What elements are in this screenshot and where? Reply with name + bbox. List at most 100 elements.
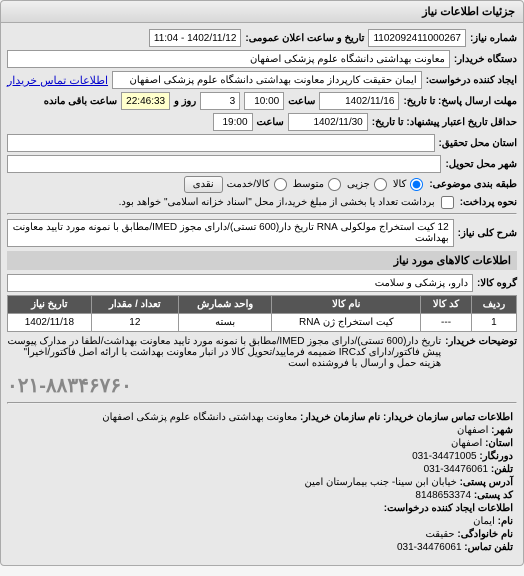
post-label: کد پستی: <box>474 490 513 501</box>
ccity-value: اصفهان <box>457 425 488 436</box>
contact-block: اطلاعات تماس سازمان خریدار: نام سازمان خ… <box>7 408 517 559</box>
validity-label: حداقل تاریخ اعتبار پیشنهاد: تا تاریخ: <box>372 117 517 128</box>
row-payment: نحوه پرداخت: برداشت تعداد یا بخشی از مبل… <box>7 196 517 209</box>
group-value: دارو، پزشکی و سلامت <box>7 274 473 292</box>
remain-label: ساعت باقی مانده <box>44 96 117 107</box>
radio-all-input[interactable] <box>410 178 423 191</box>
row-buyer: دستگاه خریدار: معاونت بهداشتی دانشگاه عل… <box>7 50 517 68</box>
goods-section-title: اطلاعات کالاهای مورد نیاز <box>7 251 517 270</box>
radio-mid-label: متوسط <box>293 179 324 190</box>
org-value: معاونت بهداشتی دانشگاه علوم پزشکی اصفهان <box>102 412 297 423</box>
radio-partial-input[interactable] <box>374 178 387 191</box>
cat-label: طبقه بندی موضوعی: <box>429 179 517 190</box>
notes-label: توضیحات خریدار: <box>445 336 517 347</box>
divider-2 <box>7 402 517 404</box>
contact-addr: آدرس پستی: خیابان ابن سینا- جنب بیمارستا… <box>11 477 513 488</box>
pub-value: 1402/11/12 - 11:04 <box>149 29 242 47</box>
contact-name: نام: ایمان <box>11 516 513 527</box>
creator-value: ایمان حقیقت کارپرداز معاونت بهداشتی دانش… <box>112 71 422 89</box>
pay-text: برداشت تعداد یا بخشی از مبلغ خرید،از محل… <box>119 197 435 208</box>
big-number: ۰۲۱-۸۸۳۴۶۷۶۰ <box>7 373 517 398</box>
row-description: شرح کلی نیاز: 12 کیت استخراج مولکولی RNA… <box>7 219 517 247</box>
radio-service: کالا/خدمت <box>227 178 289 191</box>
province-value <box>7 134 435 152</box>
goods-table: ردیف کد کالا نام کالا واحد شمارش تعداد /… <box>7 295 517 332</box>
contact-phone: تلفن: 34476061-031 <box>11 464 513 475</box>
phone-value: 34476061-031 <box>424 464 489 475</box>
radio-mid: متوسط <box>293 178 343 191</box>
panel-title: جزئیات اطلاعات نیاز <box>1 1 523 23</box>
contact-family: نام خانوادگی: حقیقت <box>11 529 513 540</box>
row-deadline: مهلت ارسال پاسخ: تا تاریخ: 1402/11/16 سا… <box>7 92 517 110</box>
family-value: حقیقت <box>425 529 454 540</box>
divider-1 <box>7 213 517 215</box>
details-panel: جزئیات اطلاعات نیاز شماره نیاز: 11020924… <box>0 0 524 566</box>
desc-label: شرح کلی نیاز: <box>458 228 517 239</box>
row-goods-group: گروه کالا: دارو، پزشکی و سلامت <box>7 274 517 292</box>
row-creator: ایجاد کننده درخواست: ایمان حقیقت کارپردا… <box>7 71 517 89</box>
contact-link[interactable]: اطلاعات تماس خریدار <box>7 74 108 87</box>
contact-post: کد پستی: 8148653374 <box>11 490 513 501</box>
num-value: 1102092411000267 <box>368 29 466 47</box>
deadline-label: مهلت ارسال پاسخ: تا تاریخ: <box>403 96 517 107</box>
tel-label: تلفن تماس: <box>464 542 513 553</box>
row-category: طبقه بندی موضوعی: کالا جزیی متوسط کالا/خ… <box>7 176 517 193</box>
ccreator-label: اطلاعات ایجاد کننده درخواست: <box>384 503 513 514</box>
validity-date: 1402/11/30 <box>288 113 368 131</box>
buyer-value: معاونت بهداشتی دانشگاه علوم پزشکی اصفهان <box>7 50 450 68</box>
time-label: ساعت <box>288 96 315 107</box>
contact-province: استان: اصفهان <box>11 438 513 449</box>
radio-service-input[interactable] <box>274 178 287 191</box>
th-2: نام کالا <box>272 296 421 314</box>
radio-mid-input[interactable] <box>328 178 341 191</box>
family-label: نام خانوادگی: <box>457 529 513 540</box>
pay-checkbox[interactable] <box>441 196 454 209</box>
row-notes: توضیحات خریدار: تاریخ دار(600 تستی)/دارا… <box>7 336 517 369</box>
province-label: استان محل تحقیق: <box>439 138 518 149</box>
th-3: واحد شمارش <box>178 296 271 314</box>
th-4: تعداد / مقدار <box>91 296 178 314</box>
name-label: نام: <box>498 516 513 527</box>
cprov-label: استان: <box>485 438 513 449</box>
days-value: 3 <box>200 92 240 110</box>
radio-partial: جزیی <box>347 178 389 191</box>
deadline-date: 1402/11/16 <box>319 92 399 110</box>
radio-service-label: کالا/خدمت <box>227 179 270 190</box>
contact-fax: دورنگار: 34471005-031 <box>11 451 513 462</box>
fax-value: 34471005-031 <box>412 451 477 462</box>
cprov-value: اصفهان <box>451 438 482 449</box>
contact-tel: تلفن تماس: 34476061-031 <box>11 542 513 553</box>
radio-all: کالا <box>393 178 426 191</box>
td-2: کیت استخراج ژن RNA <box>272 314 421 332</box>
row-need-number: شماره نیاز: 1102092411000267 تاریخ و ساع… <box>7 29 517 47</box>
validity-time: 19:00 <box>213 113 253 131</box>
th-5: تاریخ نیاز <box>8 296 92 314</box>
contact-creator-section: اطلاعات ایجاد کننده درخواست: <box>11 503 513 514</box>
td-0: 1 <box>471 314 516 332</box>
contact-city: شهر: اصفهان <box>11 425 513 436</box>
days-label: روز و <box>174 96 196 107</box>
contact-section-label: اطلاعات تماس سازمان خریدار: <box>383 412 513 423</box>
validity-time-label: ساعت <box>257 117 284 128</box>
radio-all-label: کالا <box>393 179 407 190</box>
desc-value: 12 کیت استخراج مولکولی RNA تاریخ دار(600… <box>7 219 454 247</box>
post-value: 8148653374 <box>415 490 471 501</box>
phone-label: تلفن: <box>491 464 513 475</box>
creator-label: ایجاد کننده درخواست: <box>426 75 517 86</box>
panel-body: شماره نیاز: 1102092411000267 تاریخ و ساع… <box>1 23 523 565</box>
th-0: ردیف <box>471 296 516 314</box>
name-value: ایمان <box>473 516 495 527</box>
td-5: 1402/11/18 <box>8 314 92 332</box>
notes-text: تاریخ دار(600 تستی)/دارای مجوز IMED/مطاب… <box>7 336 441 369</box>
pub-label: تاریخ و ساعت اعلان عمومی: <box>245 33 364 44</box>
buyer-label: دستگاه خریدار: <box>454 54 517 65</box>
org-label: نام سازمان خریدار: <box>300 412 380 423</box>
table-row: 1 --- کیت استخراج ژن RNA بسته 12 1402/11… <box>8 314 517 332</box>
tel-value: 34476061-031 <box>397 542 462 553</box>
cash-button[interactable]: نقدی <box>184 176 223 193</box>
td-4: 12 <box>91 314 178 332</box>
addr-value: خیابان ابن سینا- جنب بیمارستان امین <box>304 477 456 488</box>
table-header-row: ردیف کد کالا نام کالا واحد شمارش تعداد /… <box>8 296 517 314</box>
city-label: شهر محل تحویل: <box>445 159 517 170</box>
row-province: استان محل تحقیق: <box>7 134 517 152</box>
